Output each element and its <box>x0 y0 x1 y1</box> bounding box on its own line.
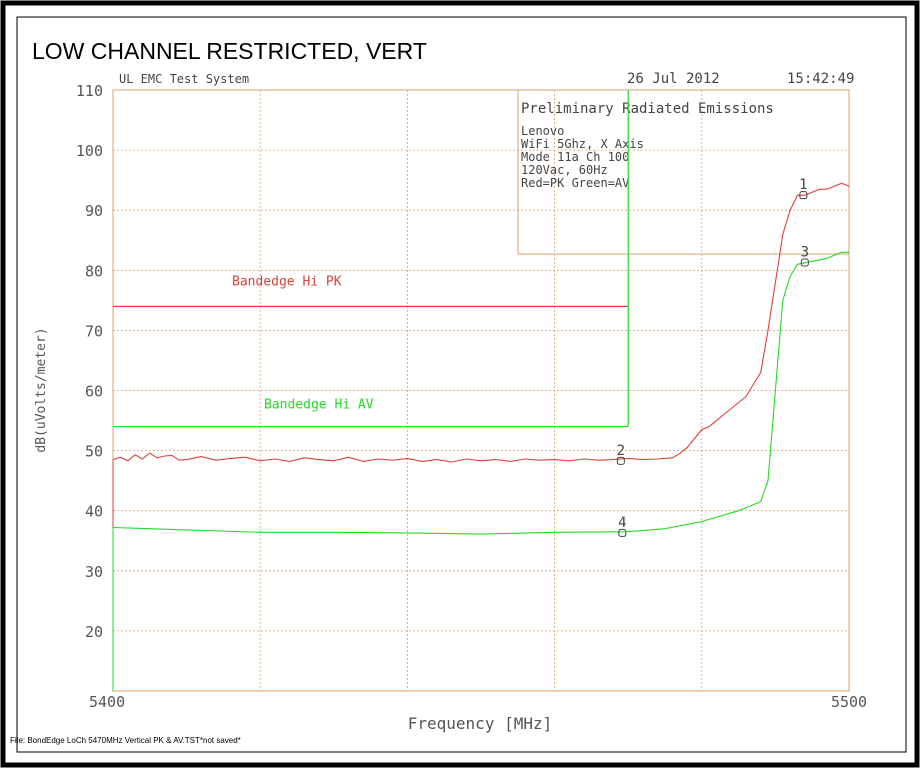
y-tick-label: 60 <box>85 383 103 401</box>
header-system: UL EMC Test System <box>119 72 249 86</box>
plot-frame <box>112 89 850 692</box>
y-tick-label: 50 <box>85 443 103 461</box>
y-tick-label: 90 <box>85 202 103 220</box>
info-box <box>517 89 850 255</box>
marker <box>800 258 809 267</box>
info-text: 120Vac, 60Hz <box>521 163 608 177</box>
marker-label: 4 <box>618 515 626 531</box>
y-tick-label: 80 <box>85 262 103 280</box>
info-text: WiFi 5Ghz, X Axis <box>521 137 644 151</box>
y-tick-label: 70 <box>85 322 103 340</box>
marker <box>616 456 625 465</box>
marker-label: 1 <box>799 177 807 193</box>
marker-label: 2 <box>617 443 625 459</box>
marker <box>799 191 808 200</box>
chart-title: LOW CHANNEL RESTRICTED, VERT <box>32 38 427 64</box>
y-tick-label: 30 <box>85 563 103 581</box>
info-text: Preliminary Radiated Emissions <box>521 101 774 117</box>
footer: File: BondEdge LoCh 5470MHz Vertical PK … <box>10 736 241 745</box>
x-tick-label: 5500 <box>831 693 867 711</box>
header-time: 15:42:49 <box>787 71 854 87</box>
inner-frame <box>16 16 907 753</box>
y-tick-label: 100 <box>76 142 103 160</box>
info-text: Red=PK Green=AV <box>521 176 629 190</box>
series-line <box>112 182 850 463</box>
limit-label: Bandedge Hi PK <box>232 274 342 289</box>
info-text: Lenovo <box>521 124 564 138</box>
series-line <box>112 251 849 535</box>
y-tick-label: 110 <box>76 82 103 100</box>
x-axis-label: Frequency [MHz] <box>408 714 553 733</box>
x-tick-label: 5400 <box>89 693 125 711</box>
y-tick-label: 40 <box>85 503 103 521</box>
info-text: Mode 11a Ch 100 <box>521 150 629 164</box>
y-tick-label: 20 <box>85 623 103 641</box>
marker <box>618 528 627 537</box>
y-axis-label: dB(uVolts/meter) <box>34 327 49 452</box>
header-date: 26 Jul 2012 <box>627 71 720 87</box>
limit-label: Bandedge Hi AV <box>264 398 374 413</box>
marker-label: 3 <box>801 244 809 260</box>
